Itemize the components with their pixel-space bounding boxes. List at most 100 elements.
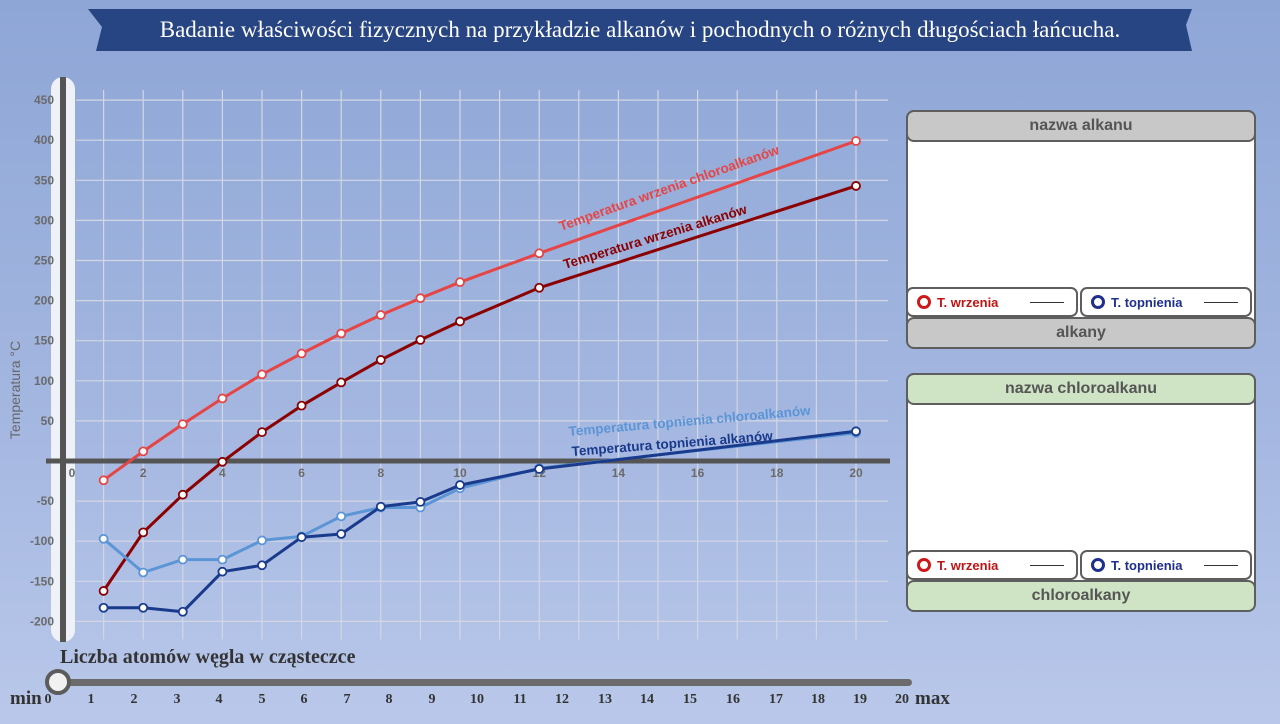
series-boil-chloroalkanes-point: [98, 475, 109, 486]
alkane-legend-melt-label: T. topnienia: [1111, 294, 1183, 310]
y-tick-label: 300: [34, 213, 54, 227]
series-melt-chloroalkanes-point: [257, 535, 267, 546]
y-tick-label: 100: [34, 374, 54, 388]
series-boil-chloroalkanes-line: [102, 139, 857, 482]
series-boil-alkanes-point: [534, 282, 545, 293]
series-boil-chloroalkanes-point: [296, 348, 307, 359]
slider-tick-label: 1: [87, 692, 95, 707]
slider-tick-label: 13: [598, 692, 612, 707]
slider-tick-label: 17: [769, 692, 783, 707]
series-boil-chloroalkanes-point: [217, 393, 228, 404]
blue-circle-icon: [1091, 558, 1105, 572]
slider-tick-label: 9: [428, 692, 436, 707]
slider-min-label: min: [10, 688, 42, 709]
y-tick-label: 150: [34, 334, 54, 348]
slider-tick-label: 4: [215, 692, 223, 707]
x-tick-label: 8: [377, 466, 384, 480]
series-boil-alkanes-point: [98, 586, 109, 596]
x-tick-label: 18: [770, 466, 784, 480]
series-melt-alkanes-point: [257, 560, 267, 571]
series-melt-chloroalkanes-point: [217, 554, 228, 565]
slider-tick-label: 15: [683, 692, 697, 707]
y-tick-label: 50: [41, 414, 55, 428]
slider-tick-label: 11: [513, 692, 527, 707]
chloroalkane-panel-footer: chloroalkany: [906, 580, 1256, 612]
slider-tick-label: 10: [470, 692, 484, 707]
slider-tick-label: 3: [173, 692, 181, 707]
chloro-legend-boil-label: T. wrzenia: [937, 557, 999, 573]
series-melt-alkanes-point: [455, 480, 465, 490]
page-title: Badanie właściwości fizycznych na przykł…: [159, 17, 1121, 42]
slider-tick-label: 6: [300, 692, 308, 707]
series-melt-chloroalkanes-point: [177, 554, 188, 565]
y-tick-label: 400: [34, 133, 54, 147]
alkane-panel: nazwa alkanu T. wrzenia T. topnienia alk…: [906, 110, 1256, 349]
legend-line-icon: [1030, 564, 1064, 566]
x-tick-label: 6: [298, 466, 305, 480]
series-boil-alkanes-point: [138, 527, 149, 538]
series-boil-alkanes-point: [375, 355, 386, 365]
series-boil-alkanes-point: [296, 400, 307, 411]
series-boil-chloroalkanes-point: [851, 136, 861, 146]
x-tick-label: 4: [219, 466, 226, 480]
series-boil-chloroalkanes-point: [534, 248, 545, 259]
series-boil-chloroalkanes-point: [138, 446, 149, 457]
series-boil-alkanes-point: [336, 377, 347, 388]
series-boil-alkanes-line: [102, 184, 857, 592]
x-axis-title: Liczba atomów węgla w cząsteczce: [60, 646, 356, 668]
series-boil-chloroalkanes-point: [257, 369, 267, 380]
x-tick-label: 14: [612, 466, 626, 480]
chart-tick-labels: -200-150-100-505010015020025030035040045…: [30, 93, 863, 628]
alkane-panel-footer: alkany: [906, 317, 1256, 349]
x-tick-label: 20: [849, 466, 863, 480]
slider-tick-label: 19: [853, 692, 867, 707]
series-melt-alkanes-point: [177, 606, 188, 617]
y-tick-label: -50: [37, 494, 55, 508]
chart-axes: [46, 77, 890, 642]
y-tick-label: -200: [30, 614, 54, 628]
series-boil-alkanes-point: [257, 427, 267, 438]
alkane-panel-title: nazwa alkanu: [906, 110, 1256, 142]
blue-circle-icon: [1091, 295, 1105, 309]
series-melt-alkanes-point: [375, 501, 386, 512]
y-tick-label: -100: [30, 534, 54, 548]
x-tick-label: 0: [69, 466, 76, 480]
series-melt-alkanes-point: [415, 497, 426, 507]
slider-tick-label: 16: [726, 692, 740, 707]
slider-tick-label: 2: [130, 692, 138, 707]
slider-tick-label: 18: [811, 692, 825, 707]
y-tick-label: 450: [34, 93, 54, 107]
x-tick-label: 16: [691, 466, 705, 480]
slider-tick-label: 14: [640, 692, 654, 707]
alkane-legend-melt: T. topnienia: [1080, 287, 1252, 317]
title-banner: Badanie właściwości fizycznych na przykł…: [88, 7, 1192, 53]
series-boil-alkanes-point: [455, 316, 465, 327]
series-boil-chloroalkanes-point: [336, 328, 347, 339]
series-melt-alkanes-point: [534, 464, 545, 474]
series-melt-alkanes-point: [138, 602, 149, 613]
series-melt-alkanes-point: [98, 602, 109, 613]
chloro-legend-melt-label: T. topnienia: [1111, 557, 1183, 573]
slider-max-label: max: [915, 688, 950, 709]
series-melt-alkanes-point: [851, 426, 861, 437]
series-boil-chloroalkanes-point: [375, 310, 386, 320]
chloroalkane-panel-title: nazwa chloroalkanu: [906, 373, 1256, 405]
slider-tick-label: 5: [258, 692, 266, 707]
series-boil-alkanes-point: [217, 456, 228, 467]
y-axis-title: Temperatura °C: [7, 341, 23, 439]
chloroalkane-panel: nazwa chloroalkanu T. wrzenia T. topnien…: [906, 373, 1256, 612]
slider-tick-label: 20: [895, 692, 909, 707]
alkane-legend-boil: T. wrzenia: [906, 287, 1078, 317]
carbon-count-slider[interactable]: [48, 679, 912, 686]
series-melt-alkanes-point: [217, 566, 228, 577]
slider-tick-label: 7: [343, 692, 351, 707]
x-tick-label: 2: [140, 466, 147, 480]
chloro-legend-boil: T. wrzenia: [906, 550, 1078, 580]
title-banner-shape: [88, 9, 1192, 51]
slider-thumb[interactable]: [45, 669, 71, 695]
y-tick-label: -150: [30, 574, 54, 588]
y-tick-label: 250: [34, 254, 54, 268]
x-tick-label: 10: [453, 466, 467, 480]
line-chart: -200-150-100-505010015020025030035040045…: [7, 77, 890, 642]
series-boil-chloroalkanes-point: [455, 277, 465, 288]
